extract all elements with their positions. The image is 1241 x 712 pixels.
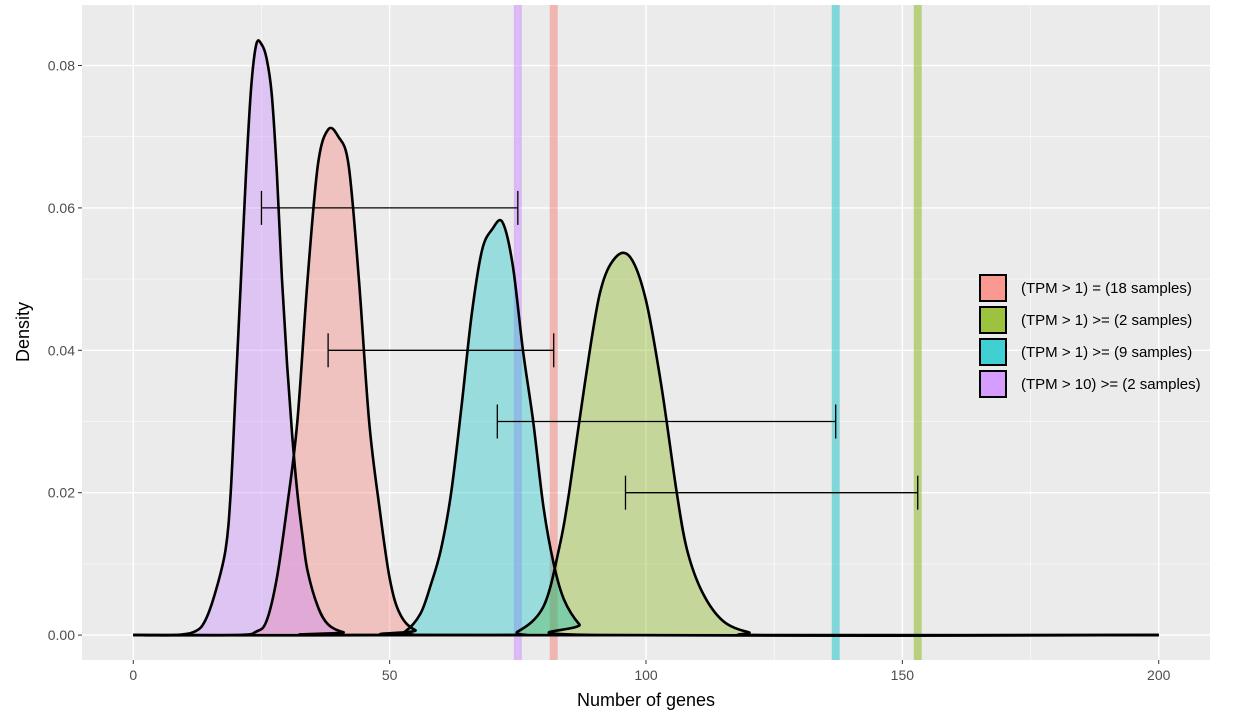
x-axis-ticks: 0 50 100 150 200 — [129, 660, 1171, 683]
error-bars — [260, 190, 919, 510]
legend-key — [979, 274, 1007, 302]
y-tick-label: 0.06 — [48, 200, 75, 216]
legend-key — [979, 338, 1007, 366]
y-tick-label: 0.00 — [48, 627, 75, 643]
density-outline — [133, 39, 1159, 637]
legend: (TPM > 1) = (18 samples) (TPM > 1) >= (2 … — [979, 274, 1201, 398]
density-outline — [133, 251, 1159, 637]
y-tick-label: 0.04 — [48, 342, 75, 358]
x-tick-label: 0 — [129, 667, 137, 683]
legend-label: (TPM > 10) >= (2 samples) — [1021, 376, 1201, 393]
x-tick-label: 200 — [1147, 667, 1171, 683]
y-axis-title: Density — [13, 302, 33, 362]
legend-key — [979, 370, 1007, 398]
legend-label: (TPM > 1) >= (9 samples) — [1021, 344, 1192, 361]
x-tick-label: 100 — [634, 667, 658, 683]
y-tick-label: 0.02 — [48, 485, 75, 501]
legend-label: (TPM > 1) >= (2 samples) — [1021, 312, 1192, 329]
y-tick-label: 0.08 — [48, 58, 75, 74]
x-axis-title: Number of genes — [577, 690, 715, 710]
y-axis-ticks: 0.00 0.02 0.04 0.06 0.08 — [48, 58, 82, 643]
density-curves — [133, 39, 1159, 638]
legend-key — [979, 306, 1007, 334]
density-fill — [133, 40, 1159, 636]
density-fill — [133, 127, 1159, 636]
legend-label: (TPM > 1) = (18 samples) — [1021, 280, 1192, 297]
density-outline — [133, 218, 1159, 638]
x-tick-label: 50 — [382, 667, 398, 683]
density-fill — [133, 252, 1159, 636]
reference-lines — [513, 5, 922, 660]
density-outline — [133, 126, 1159, 637]
x-tick-label: 150 — [891, 667, 915, 683]
